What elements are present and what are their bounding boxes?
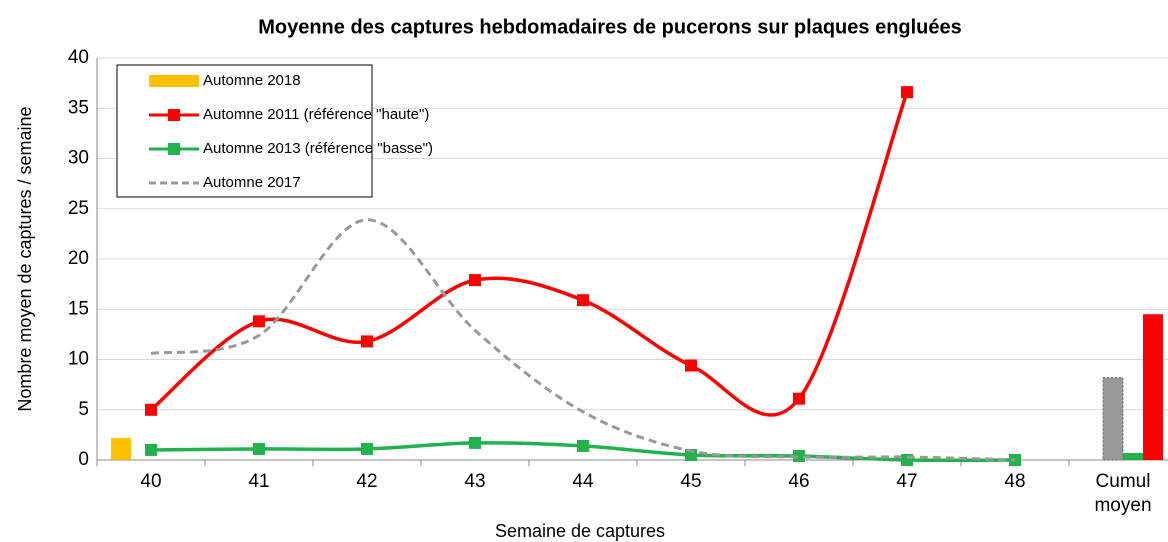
y-tick-label: 25 <box>68 198 89 219</box>
marker <box>361 335 373 348</box>
legend-label: Automne 2018 <box>203 72 301 89</box>
marker <box>685 359 697 372</box>
chart-title: Moyenne des captures hebdomadaires de pu… <box>258 16 962 38</box>
marker <box>145 403 157 416</box>
marker <box>253 315 265 328</box>
line <box>150 218 1016 462</box>
marker <box>577 439 589 452</box>
marker <box>469 274 481 287</box>
x-tick-label: 48 <box>1004 471 1026 492</box>
x-tick-label: 45 <box>680 471 702 492</box>
y-tick-label: 5 <box>78 399 89 420</box>
marker <box>469 436 481 449</box>
x-tick-label: 40 <box>140 471 162 492</box>
x-tick-label: 46 <box>788 471 810 492</box>
marker <box>577 294 589 307</box>
x-axis-label: Semaine de captures <box>495 521 665 541</box>
y-tick-label: 10 <box>68 349 89 370</box>
y-tick-label: 20 <box>68 248 89 269</box>
marker <box>253 442 265 455</box>
bar <box>1102 377 1124 461</box>
y-tick-label: 0 <box>78 449 89 470</box>
y-tick-label: 35 <box>68 97 89 118</box>
legend-marker <box>168 109 180 121</box>
x-tick-label: 41 <box>248 471 270 492</box>
legend-swatch <box>149 75 199 87</box>
line <box>149 91 909 417</box>
legend-label: Automne 2013 (référence "basse") <box>203 140 433 157</box>
x-tick-label: 42 <box>356 471 378 492</box>
y-axis-label: Nombre moyen de captures / semaine <box>15 106 35 411</box>
legend-label: Automne 2011 (référence "haute") <box>203 106 429 123</box>
marker <box>361 442 373 455</box>
y-tick-label: 30 <box>68 148 89 169</box>
marker <box>145 443 157 456</box>
x-tick-label: 47 <box>896 471 918 492</box>
legend-label: Automne 2017 <box>203 174 301 191</box>
x-tick-label: 44 <box>572 471 594 492</box>
bar <box>1143 314 1163 460</box>
marker <box>901 86 913 99</box>
marker <box>793 449 805 462</box>
bar <box>111 437 131 460</box>
x-tick-label: Cumul moyen <box>1094 471 1152 516</box>
x-tick-label: 43 <box>464 471 486 492</box>
y-tick-label: 40 <box>68 47 89 68</box>
marker <box>793 392 805 405</box>
bar <box>1123 452 1143 460</box>
legend-marker <box>168 143 180 155</box>
y-tick-label: 15 <box>68 298 89 319</box>
